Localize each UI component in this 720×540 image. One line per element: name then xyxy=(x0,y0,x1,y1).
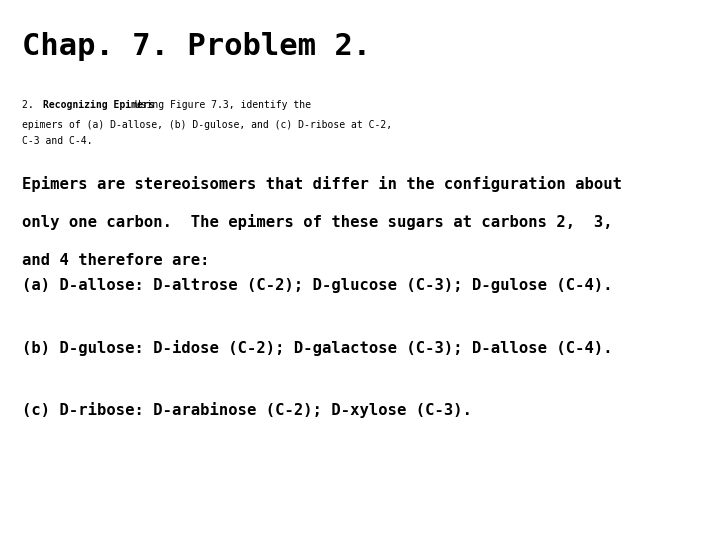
Text: Chap. 7. Problem 2.: Chap. 7. Problem 2. xyxy=(22,32,371,62)
Text: and 4 therefore are:: and 4 therefore are: xyxy=(22,253,209,268)
Text: (a) D-allose: D-altrose (C-2); D-glucose (C-3); D-gulose (C-4).: (a) D-allose: D-altrose (C-2); D-glucose… xyxy=(22,278,612,293)
Text: Using Figure 7.3, identify the: Using Figure 7.3, identify the xyxy=(123,100,312,110)
Text: C-3 and C-4.: C-3 and C-4. xyxy=(22,136,92,146)
Text: (c) D-ribose: D-arabinose (C-2); D-xylose (C-3).: (c) D-ribose: D-arabinose (C-2); D-xylos… xyxy=(22,402,472,418)
Text: (b) D-gulose: D-idose (C-2); D-galactose (C-3); D-allose (C-4).: (b) D-gulose: D-idose (C-2); D-galactose… xyxy=(22,340,612,356)
Text: Recognizing Epimers: Recognizing Epimers xyxy=(42,100,154,110)
Text: epimers of (a) D-allose, (b) D-gulose, and (c) D-ribose at C-2,: epimers of (a) D-allose, (b) D-gulose, a… xyxy=(22,120,392,130)
Text: 2.: 2. xyxy=(22,100,51,110)
Text: only one carbon.  The epimers of these sugars at carbons 2,  3,: only one carbon. The epimers of these su… xyxy=(22,214,612,231)
Text: Epimers are stereoisomers that differ in the configuration about: Epimers are stereoisomers that differ in… xyxy=(22,176,621,192)
